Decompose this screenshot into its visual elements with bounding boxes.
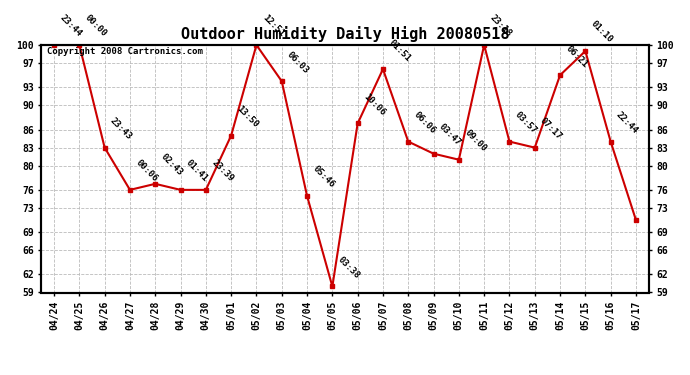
Text: 02:43: 02:43 xyxy=(159,152,184,178)
Text: 03:57: 03:57 xyxy=(513,110,539,135)
Text: 23:39: 23:39 xyxy=(210,158,235,184)
Text: 09:00: 09:00 xyxy=(462,128,488,153)
Text: 10:06: 10:06 xyxy=(362,92,387,117)
Text: 12:51: 12:51 xyxy=(260,13,286,39)
Text: 01:51: 01:51 xyxy=(386,38,412,63)
Text: 01:41: 01:41 xyxy=(184,158,210,184)
Text: 06:06: 06:06 xyxy=(412,110,437,135)
Text: 00:00: 00:00 xyxy=(83,13,108,39)
Text: 01:10: 01:10 xyxy=(589,20,615,45)
Text: 23:43: 23:43 xyxy=(108,116,134,141)
Text: 06:21: 06:21 xyxy=(564,44,589,69)
Text: 22:44: 22:44 xyxy=(614,110,640,135)
Title: Outdoor Humidity Daily High 20080518: Outdoor Humidity Daily High 20080518 xyxy=(181,27,509,42)
Text: 23:18: 23:18 xyxy=(488,13,513,39)
Text: 00:06: 00:06 xyxy=(134,158,159,184)
Text: 07:17: 07:17 xyxy=(538,116,564,141)
Text: 23:44: 23:44 xyxy=(58,13,83,39)
Text: 03:38: 03:38 xyxy=(336,255,362,280)
Text: 06:03: 06:03 xyxy=(286,50,311,75)
Text: 03:47: 03:47 xyxy=(437,122,463,147)
Text: Copyright 2008 Cartronics.com: Copyright 2008 Cartronics.com xyxy=(48,48,204,57)
Text: 05:46: 05:46 xyxy=(310,164,336,190)
Text: 13:50: 13:50 xyxy=(235,104,260,129)
